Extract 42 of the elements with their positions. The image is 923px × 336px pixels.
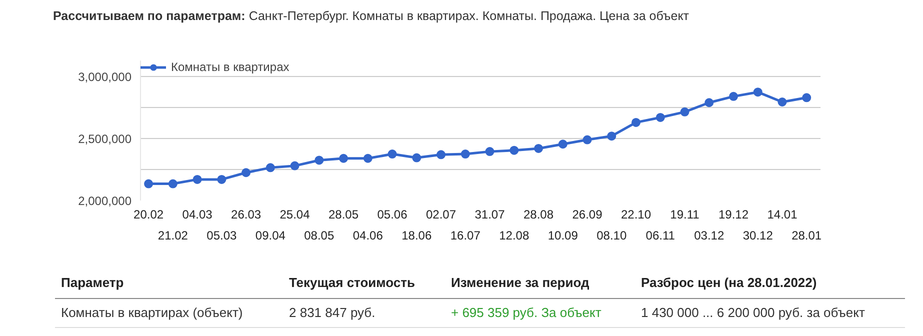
x-tick-label: 05.06 <box>377 208 408 222</box>
x-tick-label: 30.12 <box>742 228 774 242</box>
text: Комнаты в квартирах (объект) <box>55 298 283 328</box>
x-tick-label: 08.05 <box>304 228 334 242</box>
x-tick-label: 20.02 <box>134 208 164 222</box>
text: Параметр <box>55 269 283 298</box>
text: Изменение за период <box>445 269 635 298</box>
text: Разброс цен (на 28.01.2022) <box>635 269 905 298</box>
chart-subtitle: Санкт-Петербург. Комнаты в квартирах. Комнаты. Продажа. Цена за объект <box>248 9 690 23</box>
x-tick-label: 26.03 <box>231 208 262 222</box>
x-tick-label: 22.10 <box>620 208 652 222</box>
x-tick-label: 12.08 <box>499 228 530 242</box>
x-tick-label: 09.04 <box>255 228 286 242</box>
x-tick-label: 21.02 <box>158 228 188 242</box>
x-tick-label: 04.06 <box>352 228 384 242</box>
y-tick-label: 3,000,000 <box>78 70 132 84</box>
chart-title: Рассчитываем по параметрам: <box>53 9 246 23</box>
x-tick-label: 04.03 <box>182 208 213 222</box>
x-tick-label: 19.11 <box>670 208 700 222</box>
x-tick-label: 25.04 <box>280 208 310 222</box>
x-tick-label: 26.09 <box>572 208 603 222</box>
x-tick-label: 28.01 <box>792 228 822 242</box>
x-tick-label: 06.11 <box>646 228 676 242</box>
x-tick-label: 31.07 <box>474 208 506 222</box>
x-tick-label: 14.01 <box>767 208 798 222</box>
x-tick-label: 18.06 <box>402 228 432 242</box>
y-tick-label: 2,500,000 <box>78 132 132 146</box>
text: 2 831 847 руб. <box>283 298 445 328</box>
x-tick-label: 05.03 <box>206 228 237 242</box>
x-tick-label: 02.07 <box>426 208 456 222</box>
x-tick-label: 16.07 <box>450 228 481 242</box>
x-tick-label: 19.12 <box>718 208 749 222</box>
text: Текущая стоимость <box>283 269 445 298</box>
legend-label: Комнаты в квартирах <box>171 60 290 74</box>
y-tick-label: 2,000,000 <box>78 194 132 208</box>
x-tick-label: 28.08 <box>523 208 554 222</box>
x-tick-label: 03.12 <box>694 228 724 242</box>
x-tick-label: 28.05 <box>328 208 359 222</box>
text: 1 430 000 ... 6 200 000 руб. за объект <box>635 298 905 328</box>
x-tick-label: 08.10 <box>596 228 627 242</box>
text: + 695 359 руб. За объект <box>445 298 635 328</box>
x-tick-label: 10.09 <box>548 228 578 242</box>
